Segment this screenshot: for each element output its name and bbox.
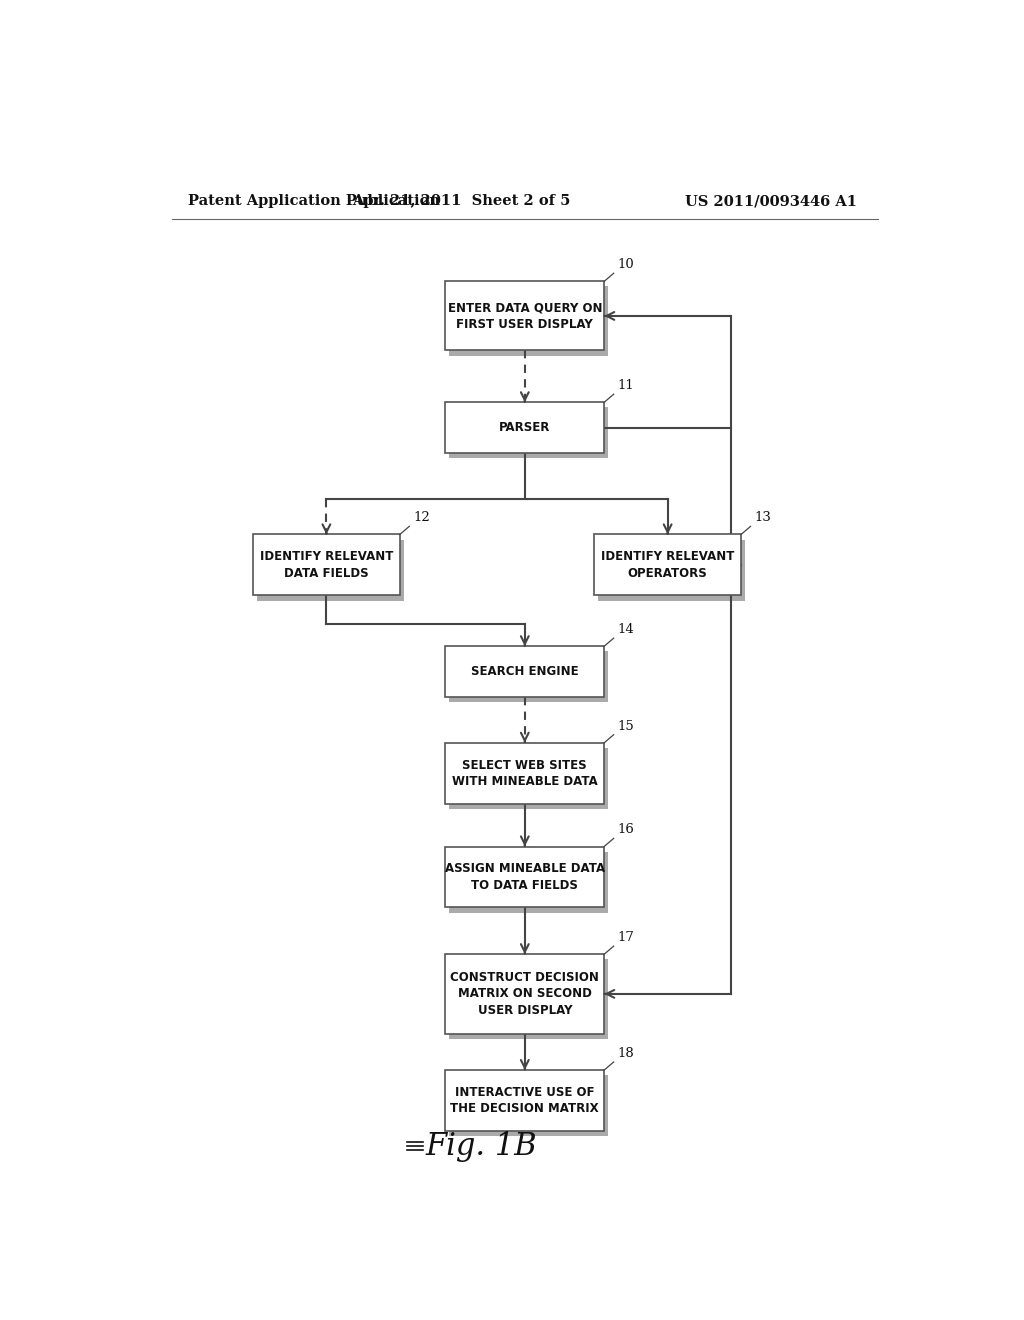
Text: 17: 17 xyxy=(617,931,635,944)
Text: ENTER DATA QUERY ON
FIRST USER DISPLAY: ENTER DATA QUERY ON FIRST USER DISPLAY xyxy=(447,301,602,331)
Text: INTERACTIVE USE OF
THE DECISION MATRIX: INTERACTIVE USE OF THE DECISION MATRIX xyxy=(451,1086,599,1115)
FancyBboxPatch shape xyxy=(594,535,741,595)
Text: 13: 13 xyxy=(755,511,771,524)
FancyBboxPatch shape xyxy=(253,535,399,595)
Text: 11: 11 xyxy=(617,379,635,392)
Text: IDENTIFY RELEVANT
OPERATORS: IDENTIFY RELEVANT OPERATORS xyxy=(601,550,734,579)
FancyBboxPatch shape xyxy=(450,851,608,912)
Text: Patent Application Publication: Patent Application Publication xyxy=(187,194,439,209)
FancyBboxPatch shape xyxy=(257,540,403,601)
Text: PARSER: PARSER xyxy=(499,421,551,434)
Text: 15: 15 xyxy=(617,719,635,733)
Text: ASSIGN MINEABLE DATA
TO DATA FIELDS: ASSIGN MINEABLE DATA TO DATA FIELDS xyxy=(444,862,605,892)
Text: US 2011/0093446 A1: US 2011/0093446 A1 xyxy=(685,194,857,209)
FancyBboxPatch shape xyxy=(445,954,604,1034)
Text: 10: 10 xyxy=(617,259,635,271)
FancyBboxPatch shape xyxy=(445,743,604,804)
FancyBboxPatch shape xyxy=(450,960,608,1039)
Text: Apr. 21, 2011  Sheet 2 of 5: Apr. 21, 2011 Sheet 2 of 5 xyxy=(352,194,570,209)
FancyBboxPatch shape xyxy=(445,846,604,907)
Text: 18: 18 xyxy=(617,1047,635,1060)
Text: 14: 14 xyxy=(617,623,635,636)
Text: IDENTIFY RELEVANT
DATA FIELDS: IDENTIFY RELEVANT DATA FIELDS xyxy=(260,550,393,579)
FancyBboxPatch shape xyxy=(445,647,604,697)
Text: Fig. 1B: Fig. 1B xyxy=(426,1131,538,1162)
Text: SELECT WEB SITES
WITH MINEABLE DATA: SELECT WEB SITES WITH MINEABLE DATA xyxy=(452,759,598,788)
FancyBboxPatch shape xyxy=(450,286,608,355)
FancyBboxPatch shape xyxy=(445,1071,604,1131)
FancyBboxPatch shape xyxy=(445,403,604,453)
FancyBboxPatch shape xyxy=(450,408,608,458)
Text: SEARCH ENGINE: SEARCH ENGINE xyxy=(471,665,579,678)
FancyBboxPatch shape xyxy=(450,748,608,809)
FancyBboxPatch shape xyxy=(450,1076,608,1137)
FancyBboxPatch shape xyxy=(598,540,745,601)
FancyBboxPatch shape xyxy=(450,651,608,702)
Text: 12: 12 xyxy=(414,511,430,524)
FancyBboxPatch shape xyxy=(445,281,604,351)
Text: 16: 16 xyxy=(617,824,635,837)
Text: CONSTRUCT DECISION
MATRIX ON SECOND
USER DISPLAY: CONSTRUCT DECISION MATRIX ON SECOND USER… xyxy=(451,972,599,1016)
